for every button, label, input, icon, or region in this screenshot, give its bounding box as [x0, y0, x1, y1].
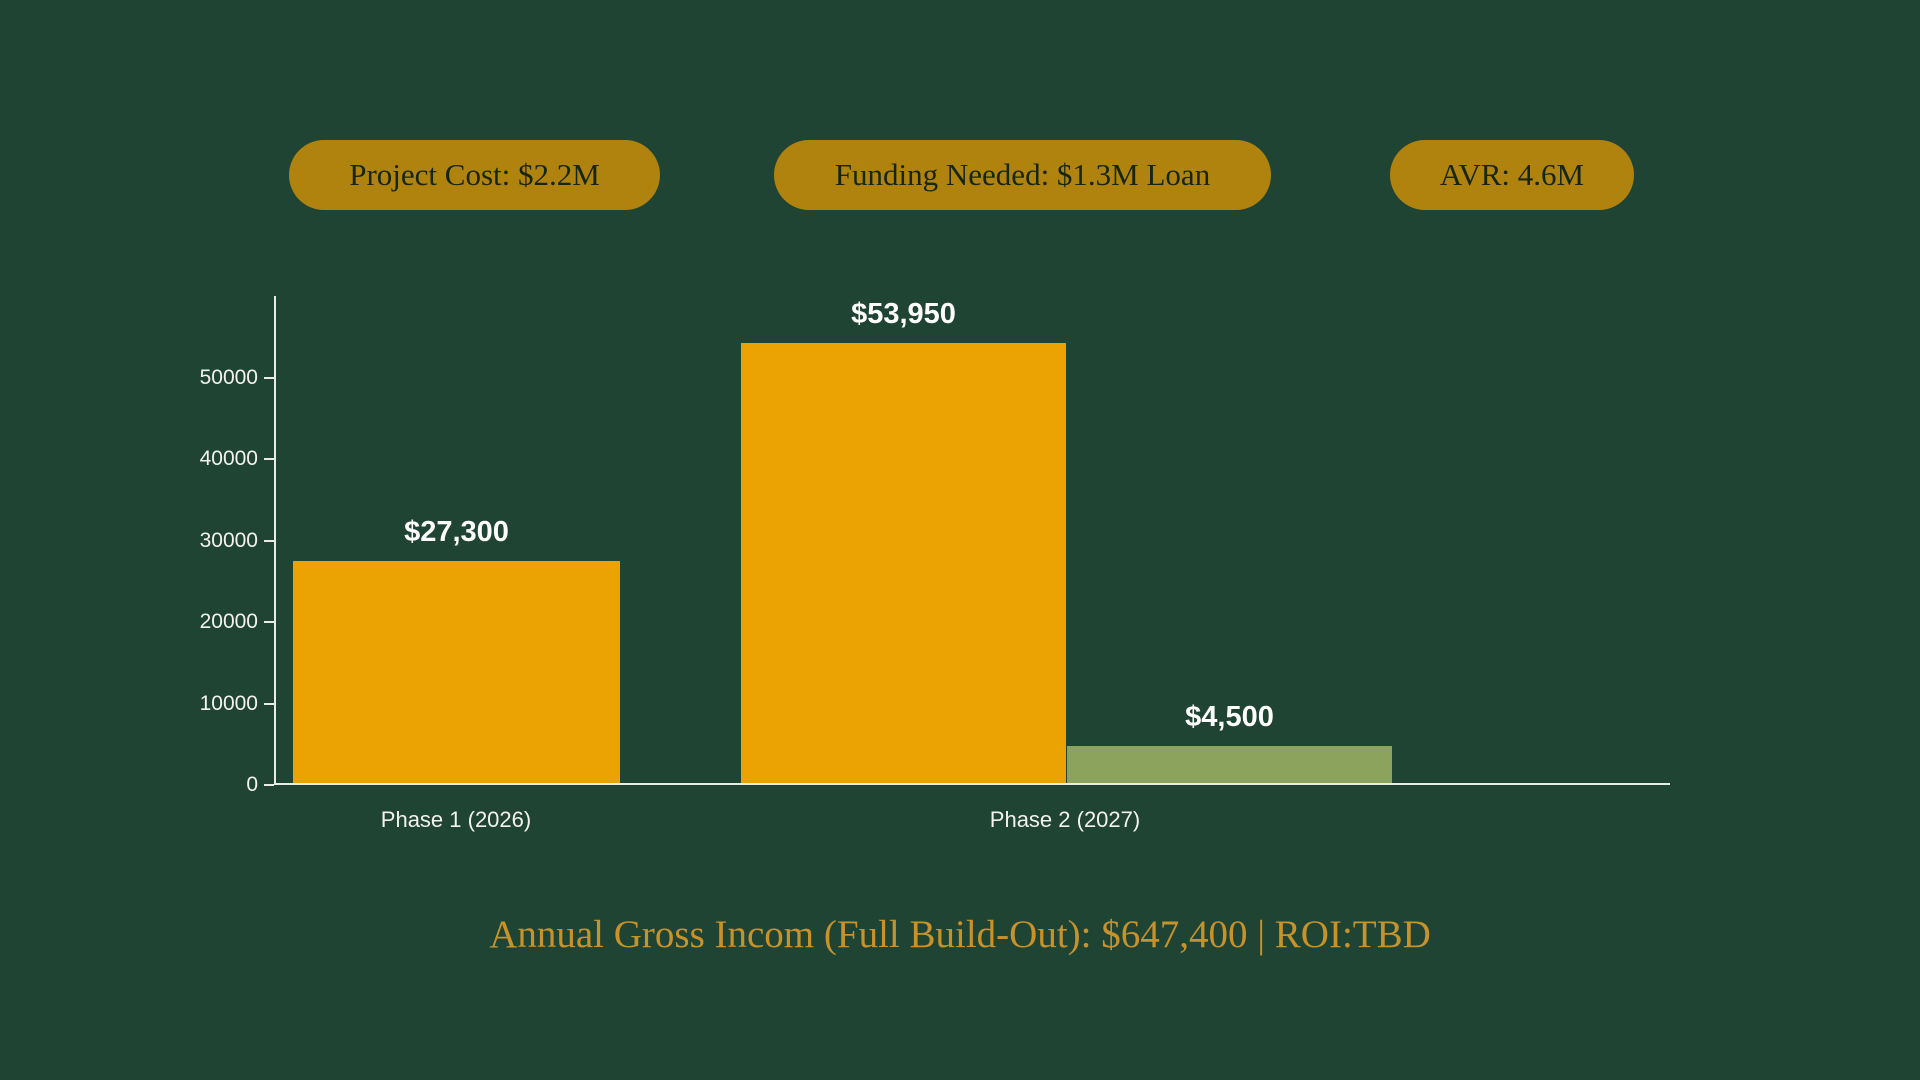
y-tick-mark	[264, 702, 274, 705]
bar-chart: 0 10000 20000 30000 40000 50000 $27,300 $53,950…	[200, 296, 1670, 832]
avr-badge-label: AVR: 4.6M	[1439, 157, 1585, 192]
y-axis-line	[274, 296, 276, 785]
y-tick-mark	[264, 784, 274, 786]
chart-footer-title: Annual Gross Incom (Full Build-Out): $64…	[489, 913, 1431, 956]
y-tick-mark	[264, 376, 274, 379]
y-tick-mark	[264, 458, 274, 460]
y-tick-label: 20000	[199, 610, 258, 633]
bar-3	[1067, 746, 1392, 783]
y-tick-label: 50000	[199, 365, 258, 389]
x-axis-line	[274, 783, 1670, 785]
project-cost-badge: Project Cost: $2.2M	[289, 140, 660, 210]
y-tick-label: 30000	[199, 528, 258, 552]
y-tick-label: 10000	[199, 691, 258, 715]
bar-1	[293, 560, 620, 783]
avr-badge: AVR: 4.6M	[1390, 140, 1634, 210]
bar-value-label: $4,500	[1185, 701, 1274, 734]
bar-value-label: $27,300	[404, 515, 509, 548]
project-cost-badge-label: Project Cost: $2.2M	[349, 157, 600, 192]
bar-value-label: $53,950	[851, 298, 956, 331]
x-category-label: Phase 1 (2026)	[380, 807, 532, 832]
y-tick-mark	[264, 539, 274, 542]
x-category-label: Phase 2 (2027)	[989, 807, 1141, 832]
funding-needed-badge-label: Funding Needed: $1.3M Loan	[834, 157, 1211, 192]
funding-needed-badge: Funding Needed: $1.3M Loan	[774, 140, 1271, 210]
y-tick-label: 0	[246, 773, 258, 796]
bar-2	[741, 343, 1066, 783]
y-tick-label: 40000	[199, 447, 258, 470]
y-tick-mark	[264, 621, 274, 623]
